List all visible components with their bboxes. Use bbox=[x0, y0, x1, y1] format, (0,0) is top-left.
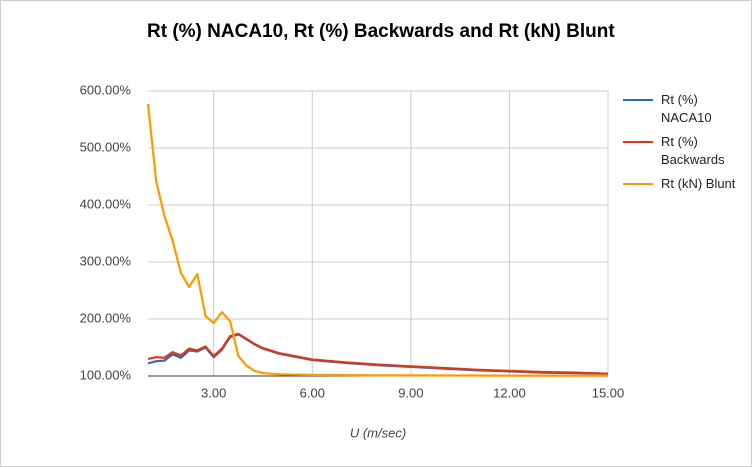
legend-label: Rt (%) NACA10 bbox=[661, 92, 712, 125]
data-line bbox=[147, 332, 609, 375]
x-tick-label: 6.00 bbox=[300, 385, 325, 400]
legend: Rt (%) NACA10 Rt (%) Backwards Rt (kN) Blu… bbox=[623, 91, 743, 199]
data-line bbox=[146, 103, 609, 377]
legend-label: Rt (kN) Blunt bbox=[661, 176, 736, 191]
x-tick-label: 9.00 bbox=[398, 385, 423, 400]
x-tick-label: 12.00 bbox=[493, 385, 526, 400]
legend-label: Rt (%) Backwards bbox=[661, 134, 725, 167]
y-tick-label: 200.00% bbox=[80, 310, 132, 325]
legend-swatch bbox=[623, 183, 653, 185]
legend-item: Rt (%) NACA10 bbox=[623, 91, 743, 127]
legend-swatch bbox=[623, 99, 653, 101]
y-tick-label: 600.00% bbox=[80, 82, 132, 97]
x-tick-label: 3.00 bbox=[201, 385, 226, 400]
legend-item: Rt (%) Backwards bbox=[623, 133, 743, 169]
legend-item: Rt (kN) Blunt bbox=[623, 175, 743, 193]
y-tick-label: 300.00% bbox=[80, 253, 132, 268]
x-axis-label: U (m/sec) bbox=[350, 425, 406, 440]
y-tick-label: 500.00% bbox=[80, 139, 132, 154]
y-tick-label: 100.00% bbox=[80, 367, 132, 382]
x-tick-label: 15.00 bbox=[592, 385, 625, 400]
chart-title: Rt (%) NACA10, Rt (%) Backwards and Rt (… bbox=[147, 21, 615, 42]
y-tick-label: 400.00% bbox=[80, 196, 132, 211]
legend-swatch bbox=[623, 141, 653, 143]
